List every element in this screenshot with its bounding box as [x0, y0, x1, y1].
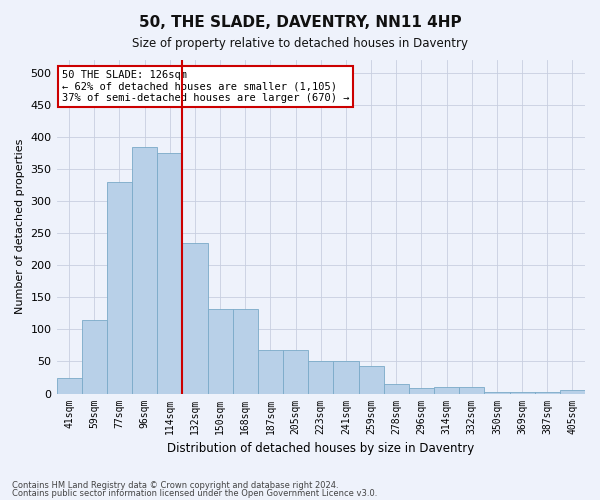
Bar — [182, 243, 208, 394]
Bar — [56, 378, 82, 394]
Bar — [383, 384, 409, 394]
Bar — [560, 390, 585, 394]
Bar — [409, 388, 434, 394]
Bar — [434, 387, 459, 394]
Text: 50, THE SLADE, DAVENTRY, NN11 4HP: 50, THE SLADE, DAVENTRY, NN11 4HP — [139, 15, 461, 30]
Text: Contains HM Land Registry data © Crown copyright and database right 2024.: Contains HM Land Registry data © Crown c… — [12, 480, 338, 490]
Bar — [535, 392, 560, 394]
Bar — [82, 320, 107, 394]
Bar — [157, 153, 182, 394]
Bar — [308, 362, 334, 394]
Bar — [359, 366, 383, 394]
Bar — [107, 182, 132, 394]
Text: 50 THE SLADE: 126sqm
← 62% of detached houses are smaller (1,105)
37% of semi-de: 50 THE SLADE: 126sqm ← 62% of detached h… — [62, 70, 349, 103]
Text: Size of property relative to detached houses in Daventry: Size of property relative to detached ho… — [132, 38, 468, 51]
X-axis label: Distribution of detached houses by size in Daventry: Distribution of detached houses by size … — [167, 442, 475, 455]
Bar — [509, 392, 535, 394]
Bar — [233, 309, 258, 394]
Bar — [258, 350, 283, 394]
Bar — [459, 387, 484, 394]
Bar — [484, 392, 509, 394]
Bar — [208, 309, 233, 394]
Bar — [334, 362, 359, 394]
Bar — [283, 350, 308, 394]
Y-axis label: Number of detached properties: Number of detached properties — [15, 139, 25, 314]
Text: Contains public sector information licensed under the Open Government Licence v3: Contains public sector information licen… — [12, 489, 377, 498]
Bar — [132, 146, 157, 394]
